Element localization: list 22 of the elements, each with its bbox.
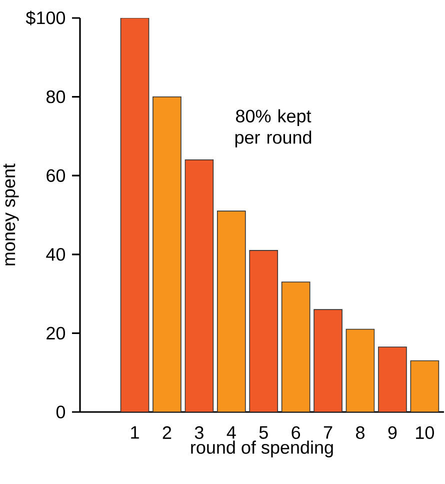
bar: [184, 159, 214, 412]
y-tick-label: $100: [26, 10, 66, 26]
y-axis-title: money spent: [3, 164, 19, 266]
x-tick-label: 1: [131, 426, 139, 439]
y-tick-label: 0: [56, 406, 66, 418]
x-tick-label: 3: [194, 426, 204, 439]
x-tick-label: 8: [356, 426, 364, 439]
annotation: 80% kept per round: [235, 109, 312, 148]
x-tick-label: 10: [416, 426, 434, 439]
y-tick-label: 40: [46, 248, 66, 261]
y-tick-label: 20: [46, 326, 66, 340]
x-tick-label: 6: [292, 426, 300, 439]
bar: [216, 210, 246, 412]
x-tick-label: 9: [388, 426, 397, 439]
x-axis-title: round of spending: [191, 440, 333, 458]
y-tick-label: 80: [46, 90, 66, 104]
x-tick-label: 4: [226, 426, 236, 439]
x-tick-label: 7: [324, 426, 332, 439]
y-tick-label: 60: [46, 169, 66, 182]
x-tick-label: 5: [259, 426, 268, 439]
bar: [281, 282, 310, 412]
x-tick-label: 2: [162, 426, 172, 439]
